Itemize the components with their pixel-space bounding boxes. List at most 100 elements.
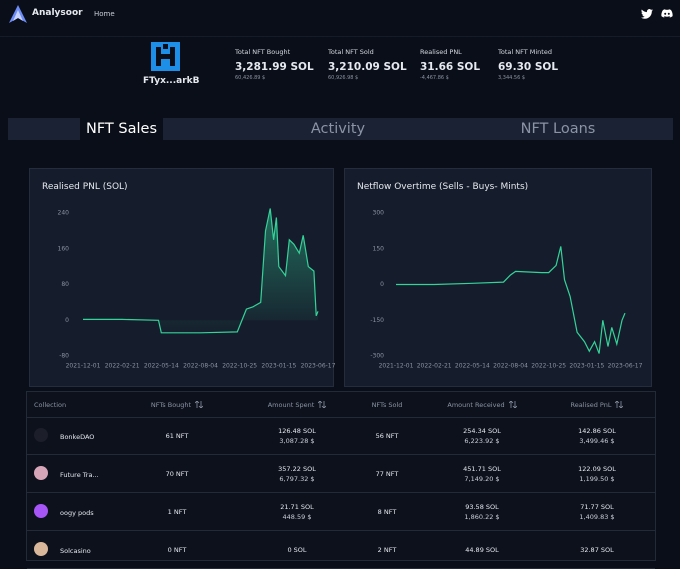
x-tick-label: 2022-10-25 xyxy=(531,363,566,370)
x-tick-label: 2021-12-01 xyxy=(66,363,101,370)
table-cell: 77 NFT xyxy=(347,455,427,492)
avatar xyxy=(34,504,48,518)
x-tick-label: 2022-02-21 xyxy=(105,363,140,370)
header-label: Collection xyxy=(34,400,67,409)
x-tick-label: 2023-06-17 xyxy=(608,363,643,370)
stat-sub: 60,926.98 $ xyxy=(328,75,359,81)
nav-link[interactable]: Home xyxy=(94,10,115,18)
x-tick-label: 2022-05-14 xyxy=(455,363,490,370)
table-cell: Future Tra... xyxy=(34,455,134,492)
table-row: Future Tra... 70 NFT 357.22 SOL 6,797.32 $ 7… xyxy=(27,455,655,493)
chart-panel: 240 160 80 0 -80 2021-12-01 2022-02-21 2022-05-… xyxy=(29,168,335,387)
usd-amount: 1,409.83 $ xyxy=(579,512,615,521)
table-cell: Solcasino xyxy=(34,531,134,568)
collection-name: oogy pods xyxy=(60,508,94,517)
stat: Total NFT Bought 3,281.99 SOL 60,426.89 $ xyxy=(235,48,314,81)
header-cell: Collection xyxy=(34,392,134,417)
usd-amount: 6,797.32 $ xyxy=(279,474,315,483)
nft-count: 77 NFT xyxy=(375,469,399,478)
table-cell: 122.09 SOL 1,199.50 $ xyxy=(537,455,657,492)
usd-amount: 3,499.46 $ xyxy=(579,436,615,445)
nft-count: 61 NFT xyxy=(165,431,189,440)
line xyxy=(396,246,626,354)
y-tick-label: 160 xyxy=(58,245,70,252)
x-tick-label: 2022-05-14 xyxy=(144,363,179,370)
table-cell: 32.87 SOL xyxy=(537,531,657,568)
header-cell: NFTs Sold xyxy=(347,392,427,417)
sol-amount: 32.87 SOL xyxy=(580,545,614,554)
area xyxy=(83,208,318,333)
y-tick-label: -80 xyxy=(59,353,69,360)
avatar xyxy=(34,466,48,480)
table-cell: 2 NFT xyxy=(347,531,427,568)
sol-amount: 357.22 SOL xyxy=(278,464,316,473)
header-label: Amount Spent xyxy=(267,400,315,409)
stat: Total NFT Sold 3,210.09 SOL 60,926.98 $ xyxy=(328,48,407,81)
chart-title: Realised PNL (SOL) xyxy=(42,182,128,192)
collection-name: BonkeDAO xyxy=(60,432,95,441)
sort-arrows xyxy=(615,401,624,408)
sol-amount: 122.09 SOL xyxy=(578,464,616,473)
sol-amount: 142.86 SOL xyxy=(578,426,616,435)
table-cell: oogy pods xyxy=(34,493,134,530)
tab[interactable]: Activity xyxy=(310,121,366,137)
profile-name: FTyx...arkB xyxy=(143,76,200,86)
sort-icon[interactable] xyxy=(195,401,204,408)
tab[interactable]: NFT Sales xyxy=(80,118,163,140)
nft-count: 2 NFT xyxy=(377,545,397,554)
header-cell: NFTs Bought xyxy=(127,392,227,417)
table-cell: 142.86 SOL 3,499.46 $ xyxy=(537,417,657,454)
table-cell: 56 NFT xyxy=(347,417,427,454)
table-cell: 357.22 SOL 6,797.32 $ xyxy=(237,455,357,492)
y-tick-label: 300 xyxy=(373,210,385,217)
table-cell: 0 SOL xyxy=(237,531,357,568)
y-tick-label: 0 xyxy=(380,281,384,288)
table-cell: 21.71 SOL 448.59 $ xyxy=(237,493,357,530)
sort-icon[interactable] xyxy=(615,401,624,408)
table-cell: BonkeDAO xyxy=(34,417,134,454)
stat: Realised PNL 31.66 SOL -4,467.86 $ xyxy=(420,48,480,81)
tab-bar: NFT Sales Activity NFT Loans xyxy=(8,118,673,140)
header-cell: Amount Spent xyxy=(237,392,357,417)
sol-amount: 93.58 SOL xyxy=(465,502,499,511)
sort-icon[interactable] xyxy=(508,401,517,408)
table-cell: 8 NFT xyxy=(347,493,427,530)
logo xyxy=(9,5,27,23)
sol-amount: 254.34 SOL xyxy=(463,426,501,435)
stat-sub: 3,344.56 $ xyxy=(498,75,526,81)
x-tick-label: 2021-12-01 xyxy=(379,363,414,370)
x-tick-label: 2023-01-15 xyxy=(261,363,296,370)
discord-icon[interactable] xyxy=(661,9,673,19)
table-cell: 451.71 SOL 7,149.20 $ xyxy=(427,455,537,492)
table-cell: 93.58 SOL 1,860.22 $ xyxy=(427,493,537,530)
table-cell: 70 NFT xyxy=(127,455,227,492)
table-cell: 126.48 SOL 3,087.28 $ xyxy=(237,417,357,454)
nft-count: 0 NFT xyxy=(167,545,187,554)
nft-count: 8 NFT xyxy=(377,507,397,516)
usd-amount: 1,199.50 $ xyxy=(579,474,615,483)
usd-amount: 7,149.20 $ xyxy=(464,474,500,483)
page: Analysoor Home FTyx...arkB Total NFT Bou… xyxy=(0,5,680,569)
stat: Total NFT Minted 69.30 SOL 3,344.56 $ xyxy=(498,48,558,81)
table-row: BonkeDAO 61 NFT 126.48 SOL 3,087.28 $ 56 NFT… xyxy=(27,417,655,455)
nft-count: 56 NFT xyxy=(375,431,399,440)
table-header: Collection NFTs Bought Amount Spent NFTs So… xyxy=(27,392,655,418)
header-cell: Realised PnL xyxy=(537,392,657,417)
header-cell: Amount Received xyxy=(427,392,537,417)
stat-value: 3,210.09 SOL xyxy=(328,61,407,73)
table: Collection NFTs Bought Amount Spent NFTs So… xyxy=(26,391,657,569)
table-cell: 71.77 SOL 1,409.83 $ xyxy=(537,493,657,530)
sort-icon[interactable] xyxy=(318,401,327,408)
twitter-icon[interactable] xyxy=(641,9,653,19)
sort-arrows xyxy=(318,401,327,408)
tab[interactable]: NFT Loans xyxy=(520,121,596,137)
table-cell: 0 NFT xyxy=(127,531,227,568)
x-tick-label: 2023-06-17 xyxy=(301,363,335,370)
nft-count: 1 NFT xyxy=(167,507,187,516)
y-tick-label: -150 xyxy=(370,317,384,324)
avatar xyxy=(34,542,48,556)
y-tick-label: 240 xyxy=(58,210,70,217)
stat-label: Total NFT Sold xyxy=(328,48,374,56)
nft-count: 70 NFT xyxy=(165,469,189,478)
